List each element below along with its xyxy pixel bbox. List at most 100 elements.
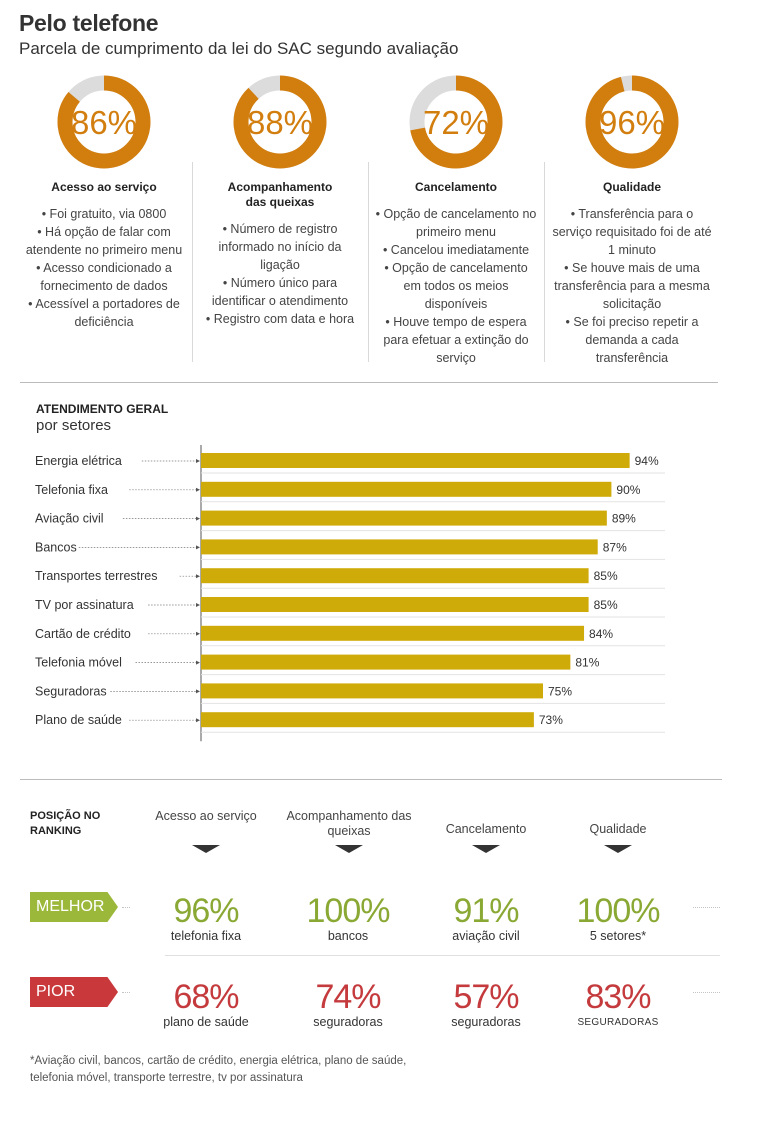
category-label: Energia elétrica xyxy=(35,454,122,468)
best-label-cancel: aviação civil xyxy=(452,929,520,943)
criterion-title: Cancelamento xyxy=(414,180,498,194)
criterion-item: • Houve tempo de espera para efetuar a e… xyxy=(383,315,529,365)
bar xyxy=(201,625,585,641)
leader-arrow xyxy=(196,516,200,521)
chevron-down-icon xyxy=(335,845,363,853)
donut-arc xyxy=(57,75,151,169)
donut-arc xyxy=(409,75,503,169)
page-subtitle: Parcela de cumprimento da lei do SAC seg… xyxy=(19,39,459,58)
bar xyxy=(201,683,543,699)
criterion-item: • Opção de cancelamento em todos os meio… xyxy=(384,261,528,311)
category-label: Aviação civil xyxy=(35,512,104,526)
ranking-column-cancel: Cancelamento xyxy=(445,822,527,836)
chevron-down-icon xyxy=(604,845,632,853)
donut-value: 88% xyxy=(247,104,313,141)
donut-quality: 96% xyxy=(585,75,679,169)
bar xyxy=(201,597,589,612)
bar xyxy=(201,453,630,468)
criterion-item: • Acesso condicionado a fornecimento de … xyxy=(36,261,172,293)
category-label: Cartão de crédito xyxy=(35,627,131,641)
leader-arrow xyxy=(196,689,200,694)
criterion-item: • Número único para identificar o atendi… xyxy=(211,276,349,308)
worst-tag: PIOR xyxy=(30,977,118,1007)
worst-value-quality: 83% xyxy=(543,979,693,1015)
best-value-quality: 100% xyxy=(543,893,693,929)
leader-arrow xyxy=(196,487,200,492)
column-divider xyxy=(192,162,193,362)
worst-label-quality: SEGURADORAS xyxy=(577,1017,659,1028)
footnote: *Aviação civil, bancos, cartão de crédit… xyxy=(30,1055,407,1084)
bar-value-label: 85% xyxy=(594,569,618,583)
bar-value-label: 94% xyxy=(635,454,659,468)
worst-value-access: 68% xyxy=(131,979,281,1015)
donut-arc xyxy=(233,75,327,169)
leader-arrow xyxy=(196,718,200,723)
bar xyxy=(201,481,612,497)
donut-value: 72% xyxy=(423,104,489,141)
worst-value-cancel: 57% xyxy=(411,979,561,1015)
category-label: Seguradoras xyxy=(35,684,107,698)
bar xyxy=(201,510,607,526)
leader-arrow xyxy=(196,603,200,607)
bar xyxy=(201,712,534,728)
leader-arrow xyxy=(196,660,200,665)
criterion-item: • Registro com data e hora xyxy=(205,312,355,326)
leader-arrow xyxy=(196,459,200,463)
worst-label-cancel: seguradoras xyxy=(451,1015,521,1029)
category-label: Telefonia móvel xyxy=(35,656,122,670)
criterion-item: • Se houve mais de uma transferência par… xyxy=(554,261,710,311)
criterion-items: • Transferência para o serviço requisita… xyxy=(550,205,714,367)
chevron-down-icon xyxy=(192,845,220,853)
bar-value-label: 89% xyxy=(612,512,636,526)
ranking-column-quality: Qualidade xyxy=(589,822,647,836)
criterion-item: • Opção de cancelamento no primeiro menu xyxy=(375,207,537,239)
page-title: Pelo telefone xyxy=(19,10,159,36)
bar-value-label: 90% xyxy=(616,483,640,497)
category-label: TV por assinatura xyxy=(35,598,134,612)
criterion-title: Qualidade xyxy=(602,180,661,194)
criterion-items: • Foi gratuito, via 0800 • Há opção de f… xyxy=(22,205,186,331)
criterion-followup: 88% Acompanhamento das queixas • Número … xyxy=(192,70,368,370)
donut-followup: 88% xyxy=(233,75,327,169)
bar xyxy=(201,568,589,584)
column-divider xyxy=(368,162,369,362)
section-divider xyxy=(20,779,722,780)
bar-value-label: 73% xyxy=(539,713,563,727)
bar-value-label: 85% xyxy=(594,598,618,612)
donut-cancel: 72% xyxy=(409,75,503,169)
criterion-quality: 96% Qualidade • Transferência para o ser… xyxy=(544,70,720,370)
donut-value: 96% xyxy=(599,104,665,141)
criterion-title: Acesso ao serviço xyxy=(51,180,157,194)
criterion-cancel: 72% Cancelamento • Opção de cancelamento… xyxy=(368,70,544,370)
worst-value-followup: 74% xyxy=(273,979,423,1015)
criterion-item: • Se foi preciso repetir a demanda a cad… xyxy=(565,315,699,365)
criterion-item: • Há opção de falar com atendente no pri… xyxy=(25,225,183,257)
bar xyxy=(201,539,598,555)
criterion-title: Acompanhamento das queixas xyxy=(227,180,333,209)
criterion-items: • Opção de cancelamento no primeiro menu… xyxy=(374,205,538,367)
category-label: Plano de saúde xyxy=(35,713,122,727)
best-tag: MELHOR xyxy=(30,892,118,922)
criterion-item: • Cancelou imediatamente xyxy=(382,243,530,257)
row-divider xyxy=(165,955,720,956)
ranking-column-access: Acesso ao serviço xyxy=(155,809,257,823)
donut-value: 86% xyxy=(71,104,137,141)
best-label-quality: 5 setores* xyxy=(589,929,647,943)
criterion-items: • Número de registro informado no início… xyxy=(198,220,362,328)
bar-value-label: 84% xyxy=(589,627,613,641)
ranking-heading: POSIÇÃO NO RANKING xyxy=(30,810,101,837)
worst-label-access: plano de saúde xyxy=(163,1015,249,1029)
best-label-access: telefonia fixa xyxy=(170,929,242,943)
chart-title: ATENDIMENTO GERAL xyxy=(36,402,169,416)
criterion-access: 86% Acesso ao serviço • Foi gratuito, vi… xyxy=(16,70,192,370)
category-label: Bancos xyxy=(35,540,77,554)
criteria-section: 86% Acesso ao serviço • Foi gratuito, vi… xyxy=(16,70,720,370)
bar xyxy=(201,654,571,670)
leader-arrow xyxy=(196,574,200,579)
chevron-down-icon xyxy=(472,845,500,853)
chart-subtitle: por setores xyxy=(36,417,112,434)
best-value-access: 96% xyxy=(131,893,281,929)
criterion-item: • Acessível a portadores de deficiência xyxy=(28,297,180,329)
best-value-cancel: 91% xyxy=(411,893,561,929)
donut-arc xyxy=(585,75,679,169)
